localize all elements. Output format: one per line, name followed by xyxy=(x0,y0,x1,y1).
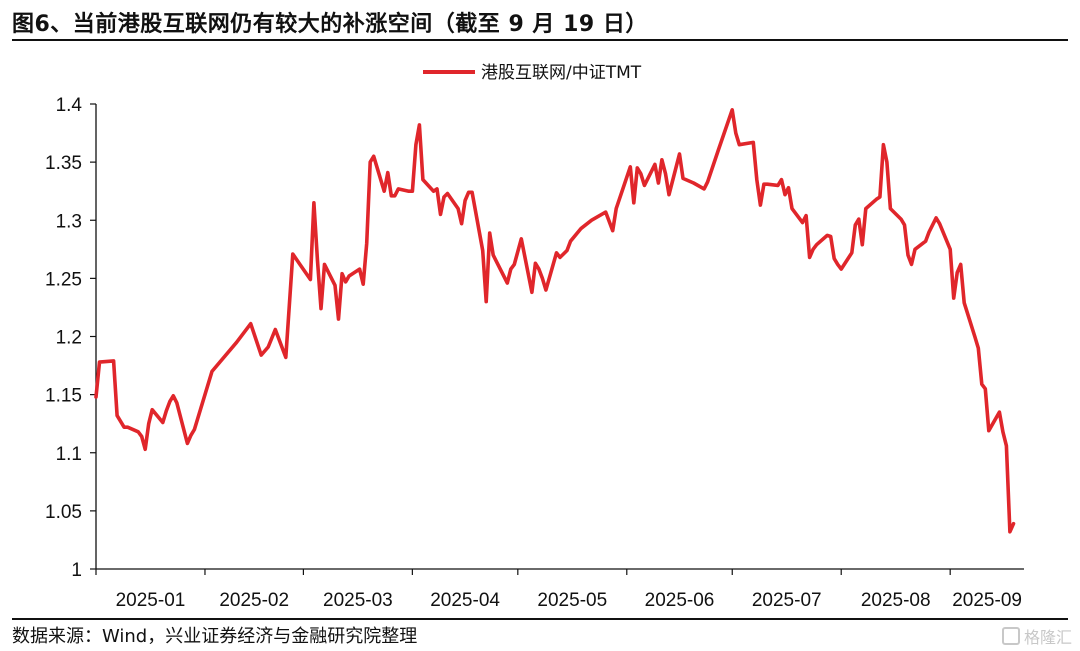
y-tick-label: 1.3 xyxy=(56,211,82,232)
x-tick-label: 2025-06 xyxy=(645,590,715,611)
y-tick-label: 1.15 xyxy=(45,386,82,407)
y-tick-label: 1.35 xyxy=(45,153,82,174)
legend: 港股互联网/中证TMT xyxy=(423,63,642,83)
y-tick-label: 1.4 xyxy=(56,95,83,116)
x-tick-label: 2025-03 xyxy=(323,590,393,611)
x-tick-label: 2025-02 xyxy=(219,590,289,611)
series-line-0 xyxy=(94,108,1016,534)
watermark: 格隆汇 xyxy=(1001,624,1072,648)
legend-label: 港股互联网/中证TMT xyxy=(481,63,642,83)
x-tick-label: 2025-08 xyxy=(861,590,931,611)
x-tick-label: 2025-09 xyxy=(952,590,1022,611)
y-tick-label: 1.25 xyxy=(45,269,82,290)
lines xyxy=(94,108,1016,534)
x-tick-label: 2025-05 xyxy=(537,590,607,611)
title-rule xyxy=(12,39,1068,41)
ticks: 1 1.05 1.1 1.15 1.2 1.25 1.3 1.35 1.4 2025-01 2025… xyxy=(45,95,1022,611)
watermark-text: 格隆汇 xyxy=(1023,628,1072,647)
x-tick-label: 2025-01 xyxy=(116,590,186,611)
x-tick-label: 2025-07 xyxy=(752,590,822,611)
watermark-icon xyxy=(1001,627,1020,645)
axes xyxy=(95,104,1024,570)
chart-title: 图6、当前港股互联网仍有较大的补涨空间（截至 9 月 19 日） xyxy=(12,12,648,37)
source-rule xyxy=(12,618,1068,620)
y-tick-label: 1.05 xyxy=(45,502,82,523)
y-tick-label: 1.2 xyxy=(56,328,82,349)
y-tick-label: 1.1 xyxy=(56,444,82,465)
source-note: 数据来源：Wind，兴业证券经济与金融研究院整理 xyxy=(12,626,418,647)
x-tick-label: 2025-04 xyxy=(430,590,500,611)
y-tick-label: 1 xyxy=(71,560,82,581)
